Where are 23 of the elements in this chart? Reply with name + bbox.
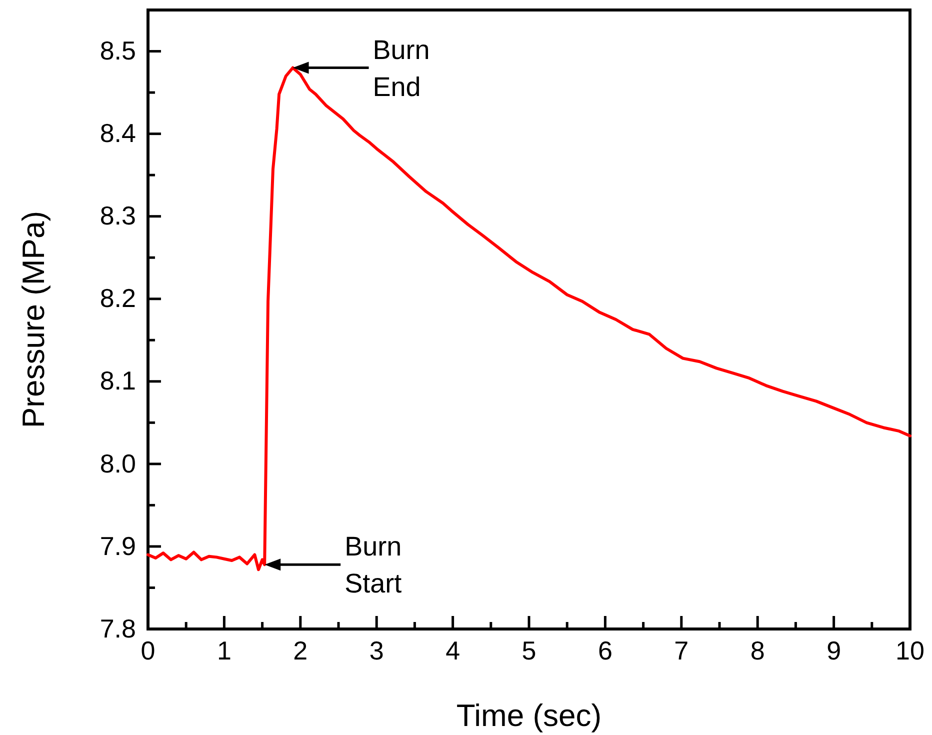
x-tick-label: 6 [598,635,612,666]
x-tick-label: 2 [293,635,308,666]
y-tick-label: 8.2 [100,283,136,314]
y-tick-label: 8.1 [100,366,136,396]
y-tick-label: 8.3 [100,200,136,231]
annotation: Burn Start [344,532,402,599]
x-tick-label: 0 [140,635,156,666]
y-axis-title: Pressure (MPa) [16,210,51,428]
y-tick-label: 7.8 [100,613,136,644]
y-tick-label: 7.9 [100,530,136,561]
x-tick-label: 9 [826,635,842,666]
y-tick-label: 8.0 [100,448,136,478]
x-axis-title: Time (sec) [456,698,602,733]
y-tick-label: 8.5 [100,36,136,66]
x-tick-label: 5 [522,635,536,666]
x-tick-label: 8 [750,635,765,666]
x-tick-label: 3 [369,635,384,666]
x-tick-label: 4 [446,635,460,666]
x-tick-label: 7 [674,635,689,666]
x-tick-label: 1 [216,635,232,666]
annotation: Burn End [372,34,430,102]
x-tick-label: 10 [896,635,924,666]
y-tick-label: 8.4 [100,118,136,148]
